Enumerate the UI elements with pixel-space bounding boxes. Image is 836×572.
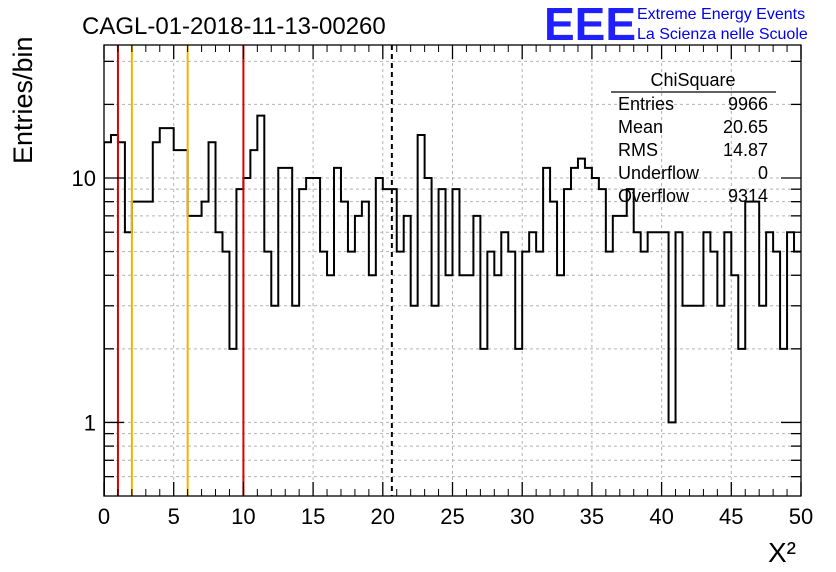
x-tick-label: 35 xyxy=(580,504,604,529)
y-axis-label: Entries/bin xyxy=(8,36,38,164)
x-tick-label: 10 xyxy=(231,504,255,529)
x-tick-label: 40 xyxy=(649,504,673,529)
x-tick-label: 20 xyxy=(371,504,395,529)
y-axis-ticks: 1 10 xyxy=(72,60,801,478)
x-tick-label: 50 xyxy=(789,504,813,529)
stats-row-value: 14.87 xyxy=(723,140,768,160)
x-axis-label: X² xyxy=(768,537,796,568)
stats-row-value: 9966 xyxy=(728,94,768,114)
eee-logo-line1: Extreme Energy Events xyxy=(637,6,805,23)
stats-row-label: Overflow xyxy=(618,186,690,206)
x-tick-label: 15 xyxy=(301,504,325,529)
y-tick-label: 1 xyxy=(84,410,96,435)
eee-logo: EEE Extreme Energy Events La Scienza nel… xyxy=(544,0,808,50)
x-tick-label: 45 xyxy=(719,504,743,529)
stats-box-title: ChiSquare xyxy=(650,70,735,90)
x-axis-ticks: 0 5 10 15 20 25 30 35 40 45 50 xyxy=(98,45,813,529)
chart-title: CAGL-01-2018-11-13-00260 xyxy=(82,13,386,40)
x-tick-label: 5 xyxy=(168,504,180,529)
eee-logo-mark: EEE xyxy=(544,0,636,50)
histogram-bars xyxy=(104,114,801,496)
marker-lines xyxy=(116,45,393,496)
x-tick-label: 0 xyxy=(98,504,110,529)
histogram-step-line xyxy=(104,114,801,496)
x-tick-label: 30 xyxy=(510,504,534,529)
stats-row-value: 9314 xyxy=(728,186,768,206)
stats-row-label: Underflow xyxy=(618,163,700,183)
eee-logo-line2: La Scienza nelle Scuole xyxy=(637,26,808,43)
x-tick-label: 25 xyxy=(440,504,464,529)
stats-row-label: RMS xyxy=(618,140,658,160)
stats-box: ChiSquare Entries 9966 Mean 20.65 RMS 14.87 Un… xyxy=(611,70,776,206)
y-tick-label: 10 xyxy=(72,166,96,191)
stats-row-label: Entries xyxy=(618,94,674,114)
stats-row-value: 20.65 xyxy=(723,117,768,137)
stats-row-value: 0 xyxy=(758,163,768,183)
stats-row-label: Mean xyxy=(618,117,663,137)
